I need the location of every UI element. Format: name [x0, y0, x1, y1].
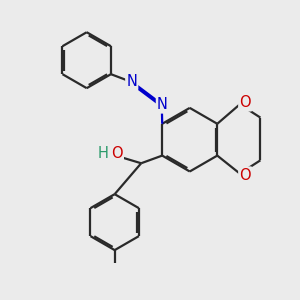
Text: N: N — [157, 98, 168, 112]
Text: N: N — [126, 74, 137, 89]
Text: O: O — [239, 167, 251, 182]
Text: O: O — [111, 146, 123, 161]
Text: O: O — [239, 95, 251, 110]
Text: H: H — [98, 146, 109, 161]
